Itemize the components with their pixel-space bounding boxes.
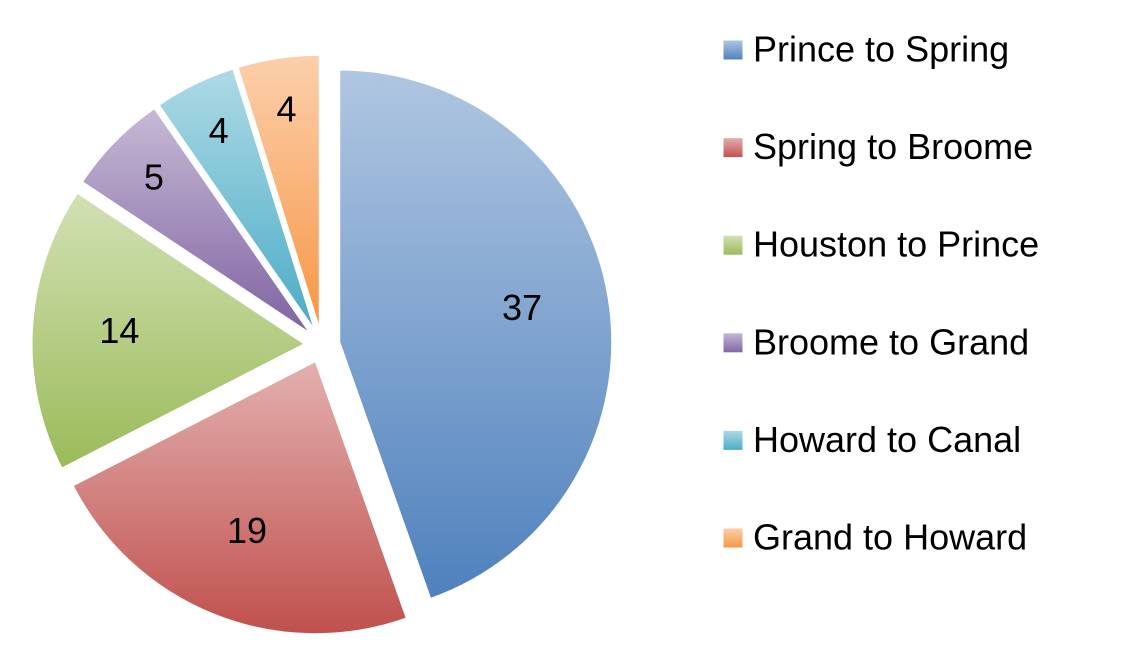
legend-swatch-shine [723, 332, 743, 353]
legend-label: Broome to Grand [753, 321, 1029, 362]
data-label: 4 [276, 89, 296, 130]
legend-label: Howard to Canal [753, 419, 1021, 460]
data-label: 4 [209, 110, 229, 151]
legend-label: Prince to Spring [753, 29, 1009, 70]
legend: Prince to Spring Spring to Broome Houston … [722, 29, 1039, 558]
data-label: 5 [144, 157, 164, 198]
slice-shine [73, 361, 407, 634]
pie: 37 19 14 5 4 4 [31, 54, 613, 635]
legend-label: Spring to Broome [753, 126, 1033, 167]
legend-swatch-shine [723, 430, 743, 451]
data-label: 14 [99, 310, 139, 351]
legend-swatch-shine [723, 40, 743, 60]
legend-label: Grand to Howard [753, 517, 1027, 558]
data-label: 19 [227, 510, 267, 551]
legend-swatch-shine [723, 235, 743, 256]
slice-shine [159, 69, 315, 329]
slice-shine [82, 108, 310, 333]
data-label: 37 [502, 287, 542, 328]
legend-swatch-shine [723, 137, 743, 158]
slice-shine [339, 69, 612, 599]
legend-label: Houston to Prince [753, 224, 1039, 265]
legend-swatch-shine [723, 528, 743, 548]
slice-shine [32, 193, 305, 468]
slice-shine [238, 55, 320, 328]
